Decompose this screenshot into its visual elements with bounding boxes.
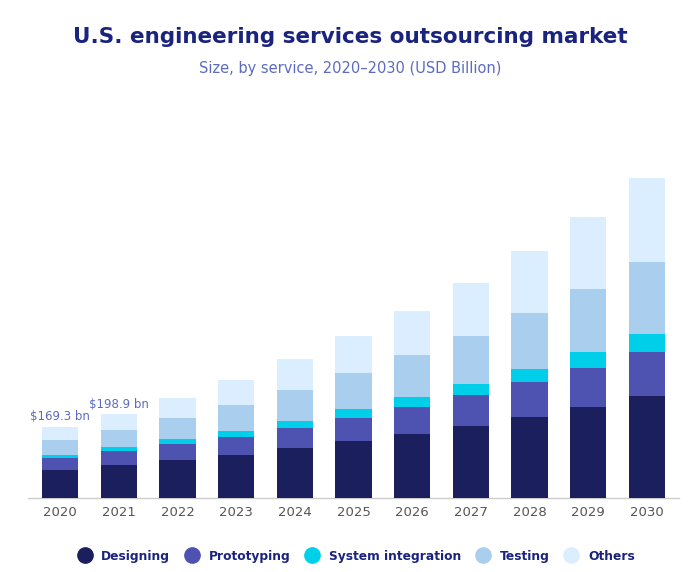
Bar xyxy=(453,336,489,384)
Bar xyxy=(42,458,78,470)
Bar xyxy=(218,455,254,498)
Bar xyxy=(335,418,372,441)
Bar xyxy=(453,426,489,498)
Bar xyxy=(570,289,606,352)
Bar xyxy=(276,420,313,428)
Bar xyxy=(511,313,547,369)
Bar xyxy=(394,355,430,397)
Bar xyxy=(335,441,372,498)
Bar xyxy=(511,369,547,383)
Bar xyxy=(511,252,547,313)
Bar xyxy=(335,410,372,418)
Bar xyxy=(276,390,313,420)
Bar xyxy=(218,436,254,455)
Bar xyxy=(394,397,430,407)
Text: Size, by service, 2020–2030 (USD Billion): Size, by service, 2020–2030 (USD Billion… xyxy=(199,61,501,76)
Bar xyxy=(160,439,196,444)
Bar xyxy=(511,383,547,417)
Bar xyxy=(570,217,606,289)
Bar xyxy=(101,430,137,447)
Bar xyxy=(218,431,254,436)
Bar xyxy=(218,404,254,431)
Bar xyxy=(335,374,372,410)
Bar xyxy=(453,283,489,336)
Bar xyxy=(276,359,313,390)
Bar xyxy=(42,427,78,440)
Bar xyxy=(101,414,137,430)
Text: $169.3 bn: $169.3 bn xyxy=(30,410,90,423)
Bar xyxy=(42,470,78,498)
Bar xyxy=(335,336,372,374)
Bar xyxy=(570,407,606,498)
Bar xyxy=(160,398,196,418)
Bar xyxy=(42,455,78,458)
Text: U.S. engineering services outsourcing market: U.S. engineering services outsourcing ma… xyxy=(73,27,627,47)
Bar xyxy=(42,440,78,455)
Bar xyxy=(394,434,430,498)
Text: $198.9 bn: $198.9 bn xyxy=(89,398,149,411)
Bar xyxy=(160,418,196,439)
Bar xyxy=(101,451,137,465)
Bar xyxy=(570,352,606,368)
Bar xyxy=(276,448,313,498)
Bar xyxy=(394,407,430,434)
Legend: Designing, Prototyping, System integration, Testing, Others: Designing, Prototyping, System integrati… xyxy=(67,545,640,567)
Bar xyxy=(394,311,430,355)
Bar xyxy=(629,334,665,352)
Bar xyxy=(629,262,665,334)
Bar xyxy=(218,380,254,404)
Bar xyxy=(629,352,665,396)
Bar xyxy=(570,368,606,407)
Bar xyxy=(276,428,313,448)
Bar xyxy=(453,384,489,395)
Bar xyxy=(101,447,137,451)
Bar xyxy=(629,396,665,498)
Bar xyxy=(160,460,196,498)
Bar xyxy=(101,465,137,498)
Bar xyxy=(453,395,489,426)
Bar xyxy=(511,417,547,498)
Bar xyxy=(160,444,196,460)
Bar xyxy=(629,178,665,262)
